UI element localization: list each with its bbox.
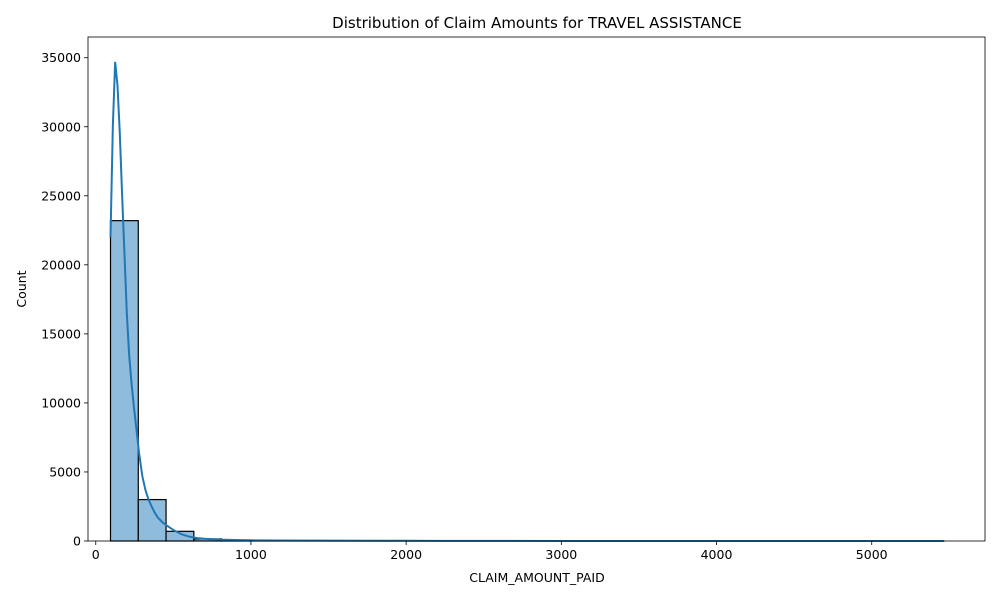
- x-tick-label: 4000: [701, 547, 733, 562]
- x-tick-label: 5000: [856, 547, 888, 562]
- x-tick-label: 2000: [390, 547, 422, 562]
- y-tick-label: 15000: [41, 326, 81, 341]
- y-tick-label: 5000: [49, 464, 81, 479]
- y-tick-label: 0: [73, 534, 81, 549]
- x-axis-title: CLAIM_AMOUNT_PAID: [469, 570, 604, 585]
- y-tick-label: 35000: [41, 50, 81, 65]
- y-tick-label: 10000: [41, 395, 81, 410]
- y-axis-title: Count: [14, 270, 29, 307]
- y-tick-label: 30000: [41, 119, 81, 134]
- x-axis-ticks: 0 1000 2000 3000 4000 5000: [92, 541, 888, 562]
- x-tick-label: 3000: [545, 547, 577, 562]
- x-tick-label: 1000: [235, 547, 267, 562]
- y-tick-label: 20000: [41, 257, 81, 272]
- y-axis-ticks: 0 5000 10000 15000 20000 25000 30000 35000: [41, 50, 88, 549]
- x-tick-label: 0: [92, 547, 100, 562]
- y-tick-label: 25000: [41, 188, 81, 203]
- plot-area-frame: [87, 36, 986, 542]
- chart-title: Distribution of Claim Amounts for TRAVEL…: [332, 14, 742, 32]
